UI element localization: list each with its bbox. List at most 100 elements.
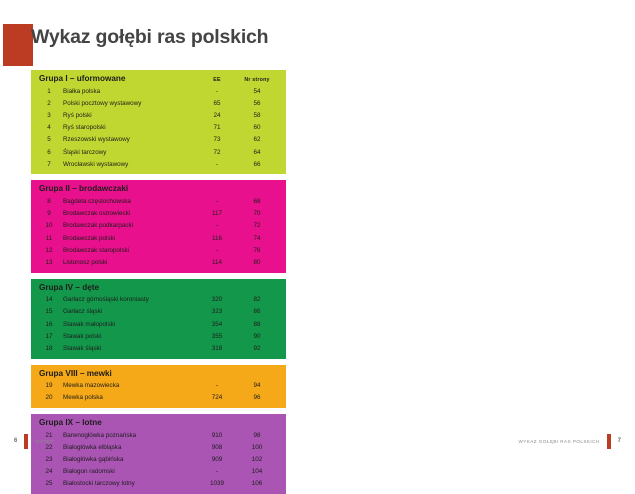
- table-row[interactable]: 10 Brodawczak podkarpacki - 72: [31, 220, 286, 232]
- row-page-number: 106: [251, 480, 263, 488]
- row-ee-code: -: [215, 160, 219, 168]
- left-toc-tables: Grupa I – uformowane EE Nr strony 1 Białka p…: [31, 70, 286, 494]
- row-page-number: 70: [253, 210, 261, 218]
- folio-number: 7: [617, 438, 621, 444]
- row-breed-name: Ryś staropolski: [63, 124, 106, 132]
- row-number: 19: [45, 382, 53, 390]
- row-page-number: 94: [253, 382, 261, 390]
- table-row[interactable]: 5 Rzeszowski wystawowy 73 62: [31, 134, 286, 146]
- right-page: 26Bocian warszawski łapciasty-10827Dolno…: [318, 0, 635, 457]
- row-number: 21: [45, 431, 53, 439]
- table-row[interactable]: 4 Ryś staropolski 71 60: [31, 122, 286, 134]
- row-page-number: 96: [253, 394, 261, 402]
- group-title: Grupa IX – lotne: [39, 418, 102, 428]
- row-ee-code: -: [215, 468, 219, 476]
- table-row[interactable]: 3 Ryś polski 24 58: [31, 109, 286, 121]
- table-row[interactable]: 25 Białostocki tarczowy lotny 1039 106: [31, 478, 286, 490]
- table-row[interactable]: 1 Białka polska - 54: [31, 85, 286, 97]
- row-ee-code: 908: [211, 443, 223, 451]
- row-ee-code: 73: [213, 136, 221, 144]
- row-breed-name: Rzeszowski wystawowy: [63, 136, 130, 144]
- table-row[interactable]: 18 Stawak śląski 318 92: [31, 342, 286, 354]
- table-row[interactable]: 23 Białogłówka gąbińska 909 102: [31, 453, 286, 465]
- row-breed-name: Brodawczak polski: [63, 234, 116, 242]
- row-ee-code: 320: [211, 296, 223, 304]
- running-head: WYKAZ GOŁĘBI RAS POLSKICH: [518, 438, 600, 444]
- page-title: Wykaz gołębi ras polskich: [31, 26, 269, 48]
- row-page-number: 100: [251, 443, 263, 451]
- row-number: 23: [45, 455, 53, 463]
- row-breed-name: Brodawczak podkarpacki: [63, 222, 134, 230]
- row-breed-name: Brodawczak ostrowiecki: [63, 210, 131, 218]
- row-breed-name: Wrocławski wystawowy: [63, 160, 129, 168]
- group-header: Grupa VIII – mewki: [31, 365, 286, 380]
- table-row[interactable]: 15 Garłacz śląski 323 86: [31, 306, 286, 318]
- row-ee-code: 910: [211, 431, 223, 439]
- row-ee-code: 65: [213, 99, 221, 107]
- row-page-number: 74: [253, 234, 261, 242]
- right-page-footer: WYKAZ GOŁĘBI RAS POLSKICH 7: [518, 433, 621, 449]
- table-row[interactable]: 7 Wrocławski wystawowy - 66: [31, 158, 286, 170]
- row-number: 9: [47, 210, 51, 218]
- row-number: 2: [47, 99, 51, 107]
- table-row[interactable]: 14 Garłacz górnośląski koroniasty 320 82: [31, 294, 286, 306]
- row-ee-code: -: [215, 382, 219, 390]
- row-breed-name: Stawak śląski: [63, 344, 102, 352]
- row-number: 12: [45, 246, 53, 254]
- row-number: 17: [45, 332, 53, 340]
- row-breed-name: Białogłówka elbląska: [63, 443, 122, 451]
- row-number: 18: [45, 344, 53, 352]
- table-row[interactable]: 22 Białogłówka elbląska 908 100: [31, 441, 286, 453]
- table-row[interactable]: 13 Listonosz polski 114 80: [31, 256, 286, 268]
- row-ee-code: 71: [213, 124, 221, 132]
- table-row[interactable]: 8 Bagdeta częstochowska - 68: [31, 195, 286, 207]
- row-number: 15: [45, 308, 53, 316]
- table-row[interactable]: 6 Śląski tarczowy 72 64: [31, 146, 286, 158]
- group-block: Grupa I – uformowane EE Nr strony 1 Białka p…: [31, 70, 286, 175]
- column-header-ee: EE: [213, 77, 221, 83]
- group-header: Grupa IV – dęte: [31, 279, 286, 294]
- row-breed-name: Białogon radomski: [63, 468, 115, 476]
- table-row[interactable]: 19 Mewka mazowiecka - 94: [31, 380, 286, 392]
- row-ee-code: 323: [211, 308, 223, 316]
- row-page-number: 66: [253, 160, 261, 168]
- row-page-number: 90: [253, 332, 261, 340]
- row-ee-code: -: [215, 222, 219, 230]
- table-row[interactable]: 12 Brodawczak staropolski - 76: [31, 244, 286, 256]
- row-ee-code: 72: [213, 148, 221, 156]
- group-block: Grupa IX – lotne 21 Barwnogłówka poznańska…: [31, 414, 286, 494]
- row-page-number: 56: [253, 99, 261, 107]
- footer-bar: [606, 433, 611, 449]
- table-row[interactable]: 16 Stawak małopolski 354 88: [31, 318, 286, 330]
- folio-number: 6: [14, 438, 18, 444]
- decorative-red-square: [3, 24, 33, 66]
- group-block: Grupa IV – dęte 14 Garłacz górnośląski kor…: [31, 278, 286, 359]
- row-page-number: 104: [251, 468, 263, 476]
- table-row[interactable]: 2 Polski pocztowy wystawowy 65 56: [31, 97, 286, 109]
- table-row[interactable]: 17 Stawak polski 355 90: [31, 330, 286, 342]
- row-ee-code: 117: [211, 210, 223, 218]
- row-ee-code: 724: [211, 394, 223, 402]
- left-page: Wykaz gołębi ras polskich Grupa I – ufor…: [0, 0, 318, 494]
- left-page-footer: 6 WSTĘP: [14, 433, 54, 449]
- row-page-number: 88: [253, 320, 261, 328]
- row-number: 20: [45, 394, 53, 402]
- group-title: Grupa I – uformowane: [39, 74, 126, 83]
- row-ee-code: 909: [211, 455, 223, 463]
- row-ee-code: 355: [211, 332, 223, 340]
- row-breed-name: Białogłówka gąbińska: [63, 455, 124, 463]
- row-breed-name: Barwnogłówka poznańska: [63, 431, 137, 439]
- table-row[interactable]: 24 Białogon radomski - 104: [31, 466, 286, 478]
- table-row[interactable]: 20 Mewka polska 724 96: [31, 392, 286, 404]
- table-row[interactable]: 11 Brodawczak polski 116 74: [31, 232, 286, 244]
- row-number: 3: [47, 111, 51, 119]
- row-ee-code: -: [215, 197, 219, 205]
- table-row[interactable]: 9 Brodawczak ostrowiecki 117 70: [31, 208, 286, 220]
- group-block: Grupa VIII – mewki 19 Mewka mazowiecka - 94 2…: [31, 364, 286, 409]
- row-number: 24: [45, 468, 53, 476]
- table-row[interactable]: 21 Barwnogłówka poznańska 910 98: [31, 429, 286, 441]
- row-page-number: 60: [253, 124, 261, 132]
- row-ee-code: -: [215, 87, 219, 95]
- row-number: 16: [45, 320, 53, 328]
